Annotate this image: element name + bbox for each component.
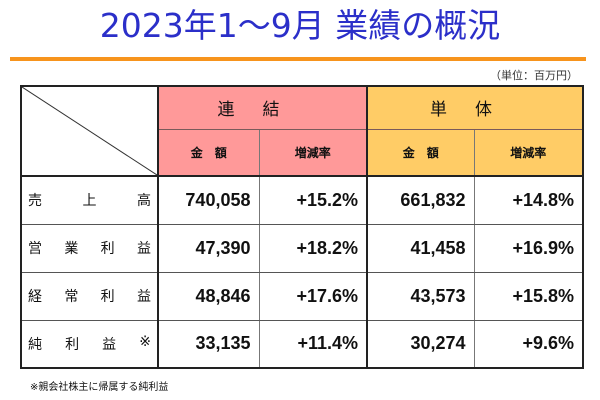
row-label-net-sales: 売 上 高 [21, 176, 159, 225]
label-char: 高 [137, 193, 151, 210]
label-char: 利 [100, 289, 115, 305]
nonconsolidated-amount: 30,274 [367, 320, 475, 368]
consolidated-amount: 33,135 [158, 320, 260, 368]
label-char: 売 [28, 193, 42, 210]
nonconsolidated-change: +15.8% [474, 272, 583, 321]
label-char: 利 [65, 336, 80, 353]
label-char: 上 [82, 193, 97, 210]
consolidated-amount-header: 金 額 [158, 129, 260, 177]
label-char: 益 [136, 289, 151, 305]
label-char: 益 [136, 241, 151, 257]
consolidated-amount: 740,058 [158, 176, 260, 225]
label-char: 経 [28, 289, 42, 305]
results-table: 連結 単体 金 額 増減率 金 額 増減率 売 上 高 740,058 +15.… [20, 85, 584, 369]
table-row: 経 常 利 益 48,846 +17.6% 43,573 +15.8% [21, 272, 583, 321]
label-char: 常 [64, 289, 79, 305]
consolidated-header: 連結 [158, 86, 368, 130]
table-row: 売 上 高 740,058 +15.2% 661,832 +14.8% [21, 176, 583, 225]
nonconsolidated-amount: 661,832 [367, 176, 475, 225]
label-char: 純 [28, 336, 42, 353]
row-label-net-income: 純 利 益 ※ [21, 320, 159, 368]
label-char: ※ [139, 333, 151, 350]
nonconsolidated-change: +14.8% [474, 176, 583, 225]
page-title: 2023年1〜9月 業績の概況 [99, 6, 501, 45]
title-underline [10, 57, 586, 61]
label-char: 業 [64, 241, 79, 257]
nonconsolidated-amount: 43,573 [367, 272, 475, 321]
consolidated-change-header: 増減率 [259, 129, 368, 177]
nonconsolidated-amount: 41,458 [367, 224, 475, 273]
nonconsolidated-change: +9.6% [522, 333, 574, 354]
label-char: 益 [102, 336, 117, 353]
consolidated-change: +15.2% [259, 176, 368, 225]
corner-cell [21, 86, 159, 177]
row-label-ordinary-income: 経 常 利 益 [21, 272, 159, 321]
diagonal-line-icon [22, 87, 157, 175]
label-char: 営 [28, 241, 42, 257]
table-row: 営 業 利 益 47,390 +18.2% 41,458 +16.9% [21, 224, 583, 273]
sub-header-row: 金 額 増減率 金 額 増減率 [21, 129, 583, 177]
nonconsolidated-amount-header: 金 額 [367, 129, 475, 177]
consolidated-amount: 47,390 [158, 224, 260, 273]
table-row: 純 利 益 ※ 33,135 +11.4% 30,274 +9.6% [21, 320, 583, 368]
group-header-row: 連結 単体 [21, 86, 583, 177]
footnote: ※親会社株主に帰属する純利益 [30, 382, 169, 393]
consolidated-change: +18.2% [259, 224, 368, 273]
consolidated-change: +17.6% [259, 272, 368, 321]
unit-note: （単位：百万円） [490, 69, 578, 82]
consolidated-change: +11.4% [259, 320, 368, 368]
nonconsolidated-change-header: 増減率 [474, 129, 583, 177]
nonconsolidated-header: 単体 [367, 86, 583, 130]
row-label-operating-income: 営 業 利 益 [21, 224, 159, 273]
nonconsolidated-change: +16.9% [474, 224, 583, 273]
consolidated-amount: 48,846 [158, 272, 260, 321]
label-char: 利 [100, 241, 115, 257]
